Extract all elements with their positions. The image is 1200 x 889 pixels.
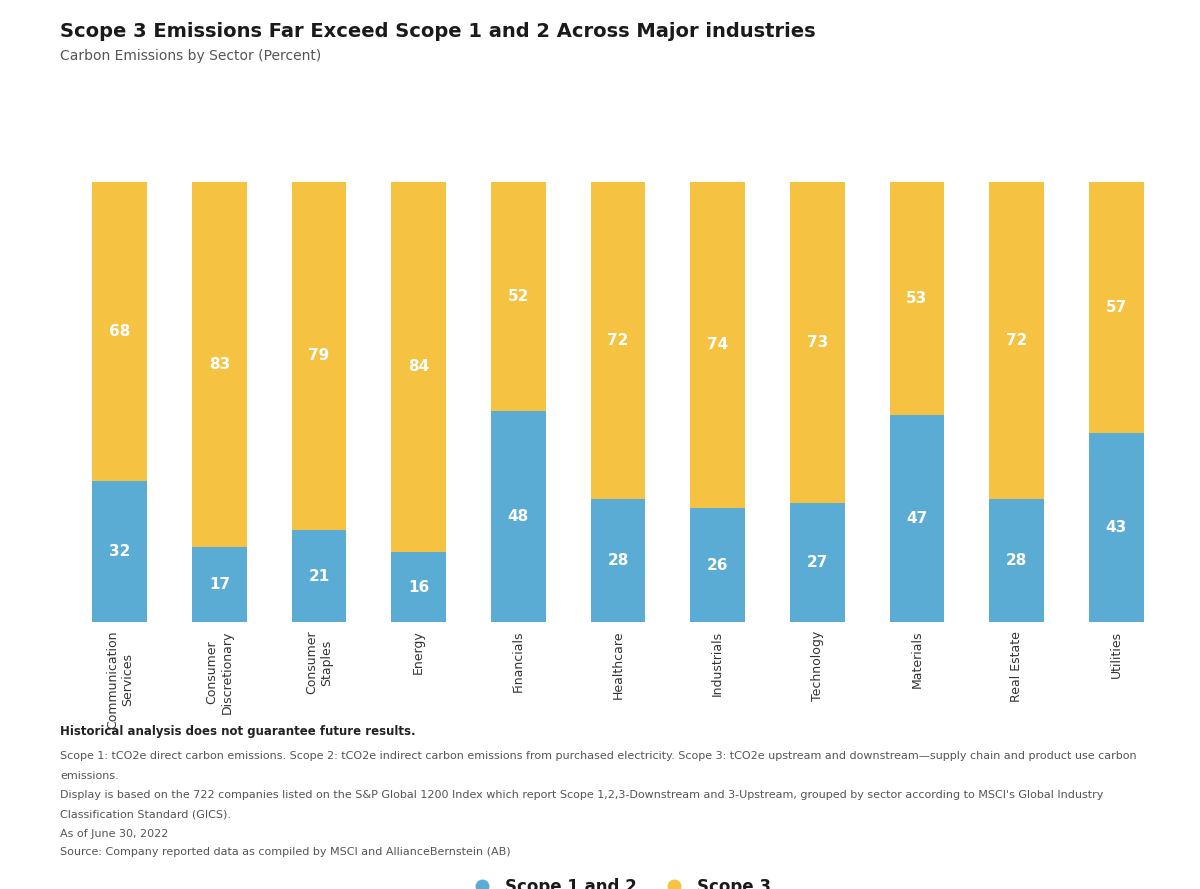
Bar [292,182,347,530]
Bar [292,530,347,622]
Text: 52: 52 [508,289,529,304]
Text: 47: 47 [906,511,928,526]
Bar [1088,182,1144,433]
Bar [192,182,247,548]
Text: 32: 32 [109,544,131,559]
Bar [790,182,845,503]
Bar [92,182,148,482]
Text: Classification Standard (GICS).: Classification Standard (GICS). [60,810,230,820]
Text: 28: 28 [607,553,629,568]
Text: emissions.: emissions. [60,771,119,781]
Text: 21: 21 [308,569,330,583]
Text: 74: 74 [707,338,728,352]
Text: Carbon Emissions by Sector (Percent): Carbon Emissions by Sector (Percent) [60,49,322,63]
Text: 84: 84 [408,359,430,374]
Text: Historical analysis does not guarantee future results.: Historical analysis does not guarantee f… [60,725,415,738]
Text: 73: 73 [806,335,828,350]
Bar [690,182,745,508]
Text: 43: 43 [1105,520,1127,535]
Text: 72: 72 [1006,333,1027,348]
Bar [391,182,446,552]
Text: 17: 17 [209,577,230,592]
Text: 48: 48 [508,509,529,525]
Bar [989,182,1044,499]
Bar [391,552,446,622]
Text: 72: 72 [607,333,629,348]
Text: 27: 27 [806,556,828,571]
Text: Scope 1: tCO2e direct carbon emissions. Scope 2: tCO2e indirect carbon emissions: Scope 1: tCO2e direct carbon emissions. … [60,751,1136,761]
Bar [192,548,247,622]
Text: Display is based on the 722 companies listed on the S&P Global 1200 Index which : Display is based on the 722 companies li… [60,790,1103,800]
Text: Source: Company reported data as compiled by MSCI and AllianceBernstein (AB): Source: Company reported data as compile… [60,847,511,857]
Text: 83: 83 [209,357,230,372]
Bar [690,508,745,622]
Bar [889,415,944,622]
Bar [92,482,148,622]
Bar [491,182,546,411]
Text: As of June 30, 2022: As of June 30, 2022 [60,829,168,839]
Bar [790,503,845,622]
Legend: Scope 1 and 2, Scope 3: Scope 1 and 2, Scope 3 [458,871,778,889]
Bar [590,499,646,622]
Text: Scope 3 Emissions Far Exceed Scope 1 and 2 Across Major industries: Scope 3 Emissions Far Exceed Scope 1 and… [60,22,816,41]
Text: 79: 79 [308,348,330,364]
Text: 28: 28 [1006,553,1027,568]
Text: 26: 26 [707,557,728,573]
Text: 53: 53 [906,292,928,306]
Text: 68: 68 [109,324,131,340]
Text: 16: 16 [408,580,430,595]
Bar [491,411,546,622]
Bar [1088,433,1144,622]
Text: 57: 57 [1105,300,1127,315]
Bar [989,499,1044,622]
Bar [889,182,944,415]
Bar [590,182,646,499]
